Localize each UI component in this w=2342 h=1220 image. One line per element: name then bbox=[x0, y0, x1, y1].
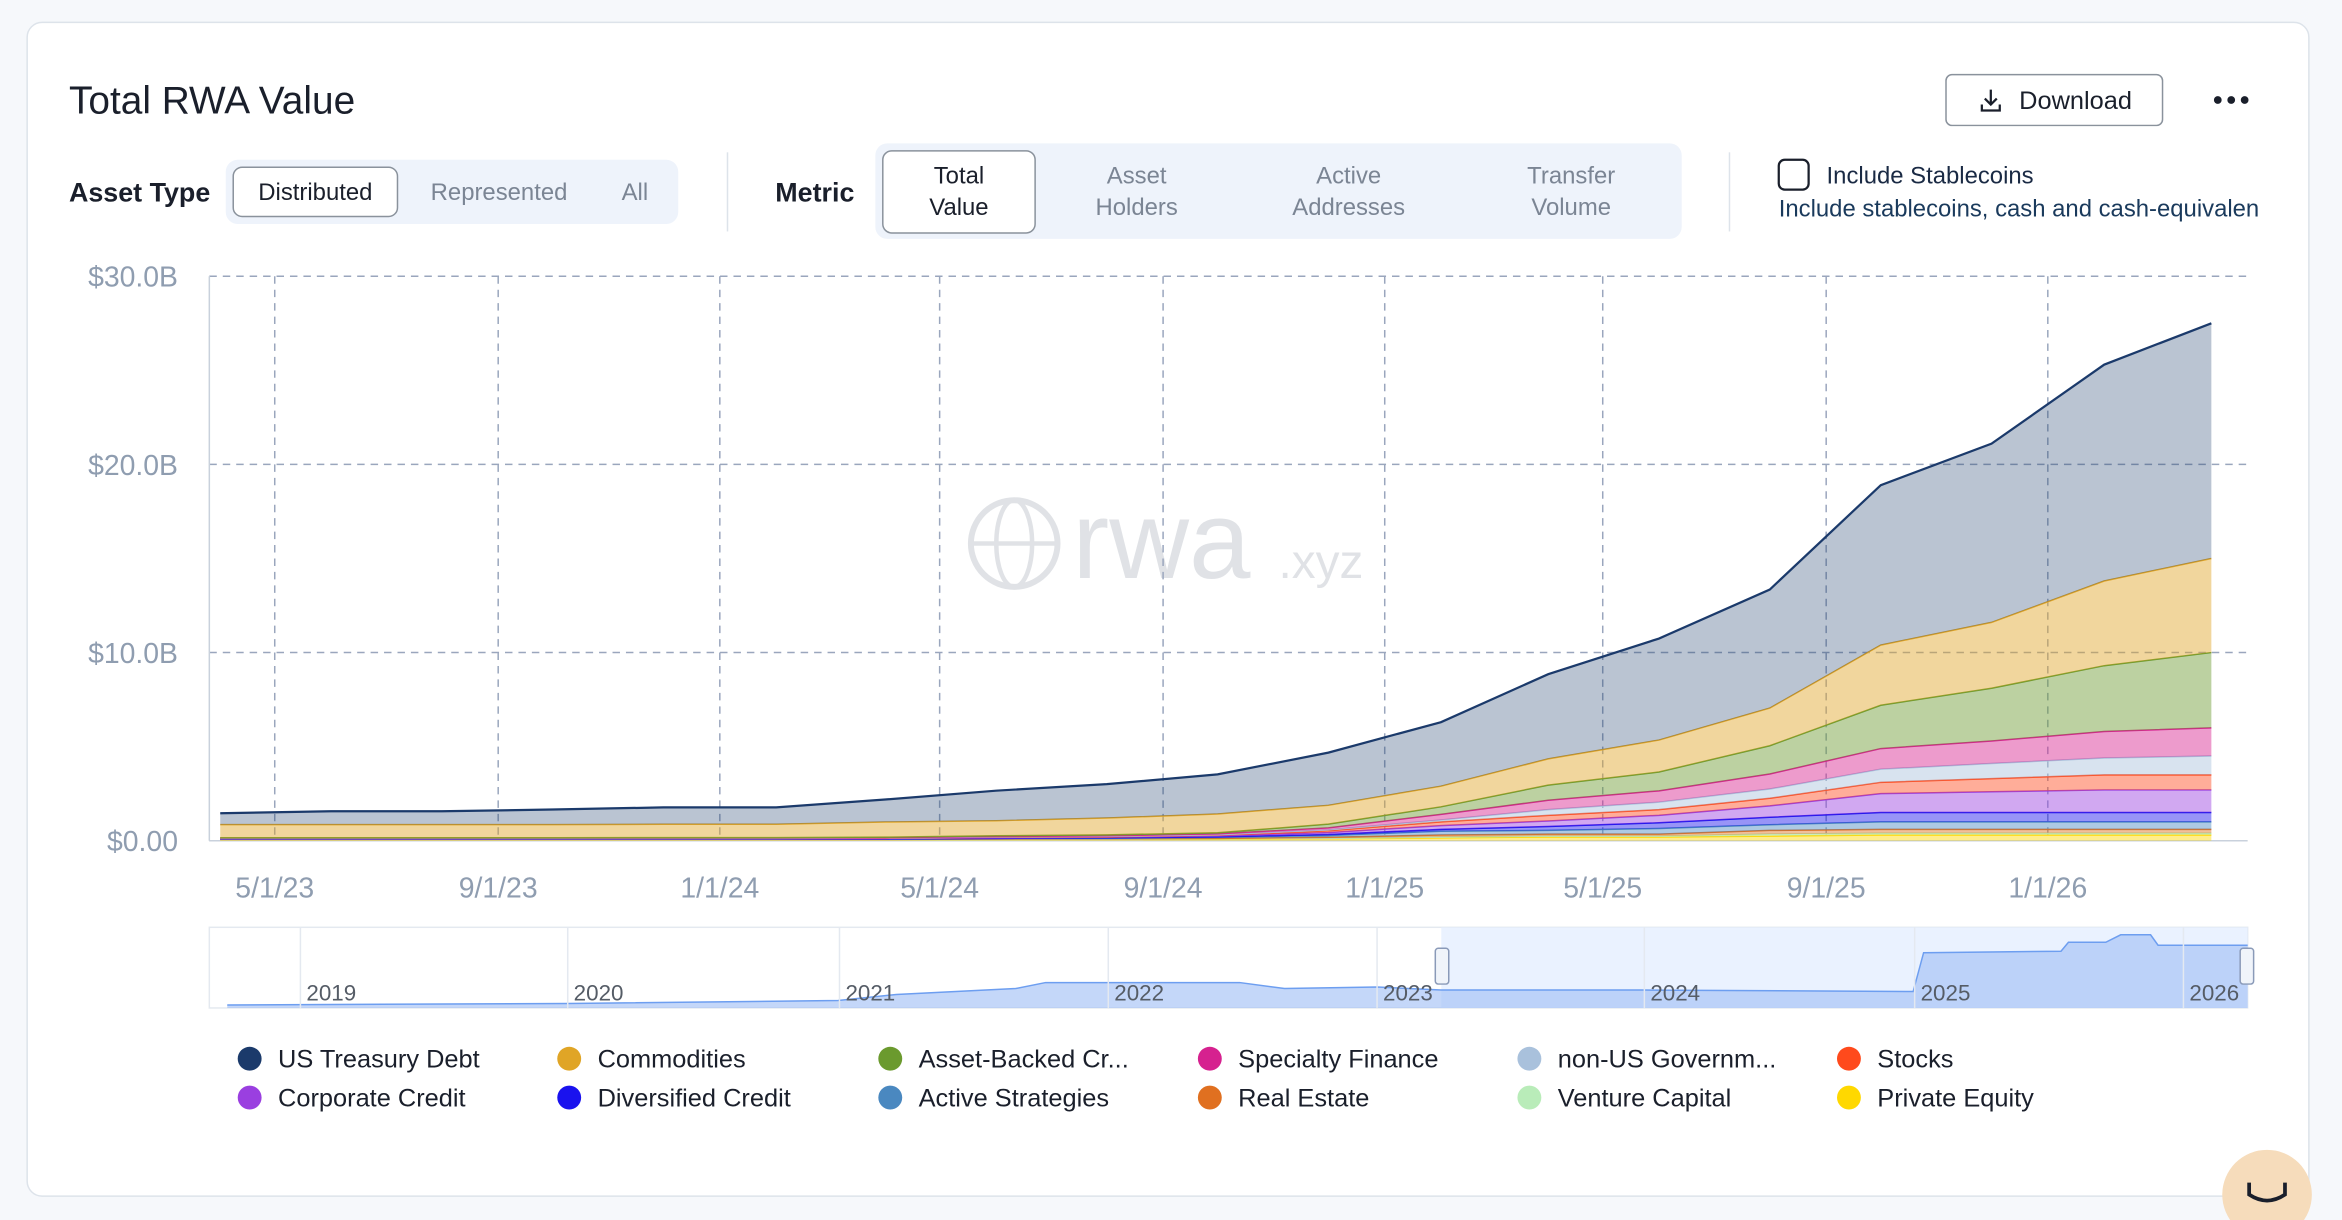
legend-swatch bbox=[237, 1046, 262, 1071]
chat-launcher[interactable] bbox=[2222, 1149, 2312, 1220]
area bbox=[220, 789, 2212, 840]
area-edge bbox=[220, 322, 2212, 815]
legend-label[interactable]: US Treasury Debt bbox=[278, 1046, 480, 1074]
legend-swatch bbox=[557, 1046, 582, 1071]
stablecoin-note: Include stablecoins, cash and cash-equiv… bbox=[1779, 196, 2259, 223]
navigator-year: 2022 bbox=[1114, 980, 1164, 1005]
x-tick-label: 1/1/24 bbox=[680, 872, 759, 904]
legend-label[interactable]: Asset-Backed Cr... bbox=[919, 1046, 1129, 1074]
chat-icon bbox=[2247, 1182, 2287, 1203]
area-edge bbox=[220, 557, 2212, 826]
legend-swatch bbox=[237, 1085, 262, 1110]
card bbox=[26, 21, 2310, 1197]
legend-label[interactable]: Commodities bbox=[598, 1046, 746, 1074]
legend-label[interactable]: Venture Capital bbox=[1558, 1085, 1732, 1113]
navigator-year: 2026 bbox=[2189, 980, 2239, 1005]
metric-option: Active bbox=[1316, 163, 1381, 190]
watermark-main: rwa bbox=[1072, 479, 1251, 602]
legend-swatch bbox=[1517, 1046, 1542, 1071]
y-tick-label: $20.0B bbox=[88, 450, 178, 482]
legend-swatch bbox=[878, 1046, 903, 1071]
title: Total RWA Value bbox=[69, 79, 355, 122]
area bbox=[220, 821, 2212, 840]
more-menu[interactable] bbox=[2213, 96, 2249, 104]
area bbox=[220, 835, 2212, 841]
area bbox=[220, 812, 2212, 840]
y-tick-label: $30.0B bbox=[88, 262, 178, 294]
y-tick-label: $0.00 bbox=[107, 826, 178, 858]
metric-option: Asset bbox=[1107, 163, 1167, 190]
x-tick-label: 5/1/23 bbox=[235, 872, 314, 904]
asset-type-selected[interactable] bbox=[232, 166, 399, 218]
navigator-year: 2019 bbox=[306, 980, 356, 1005]
metric-option: Transfer bbox=[1527, 163, 1615, 190]
navigator-year: 2021 bbox=[845, 980, 895, 1005]
legend-label[interactable]: Diversified Credit bbox=[598, 1085, 791, 1113]
x-tick-label: 9/1/24 bbox=[1124, 872, 1203, 904]
watermark-suffix: .xyz bbox=[1279, 536, 1364, 589]
area bbox=[220, 652, 2212, 839]
legend-label[interactable]: Real Estate bbox=[1238, 1085, 1369, 1113]
asset-type-option[interactable]: Represented bbox=[431, 179, 568, 206]
legend-label[interactable]: Active Strategies bbox=[919, 1085, 1109, 1113]
area bbox=[220, 558, 2212, 838]
x-tick-label: 1/1/25 bbox=[1345, 872, 1424, 904]
legend-label[interactable]: Corporate Credit bbox=[278, 1085, 466, 1113]
area bbox=[220, 774, 2212, 839]
x-tick-label: 5/1/25 bbox=[1563, 872, 1642, 904]
navigator-year: 2020 bbox=[574, 980, 624, 1005]
legend-label[interactable]: Specialty Finance bbox=[1238, 1046, 1438, 1074]
asset-type-option[interactable]: All bbox=[622, 179, 649, 206]
metric-option: Value bbox=[929, 194, 988, 221]
legend-swatch bbox=[878, 1085, 903, 1110]
metric-option: Holders bbox=[1096, 194, 1178, 221]
asset-type-option[interactable]: Distributed bbox=[258, 179, 372, 206]
download-label: Download bbox=[2019, 87, 2132, 115]
legend-swatch bbox=[1197, 1046, 1222, 1071]
legend-label[interactable]: Stocks bbox=[1877, 1046, 1953, 1074]
navigator-year: 2023 bbox=[1383, 980, 1433, 1005]
metric-selected[interactable] bbox=[882, 150, 1036, 234]
legend-swatch bbox=[1836, 1046, 1861, 1071]
watermark: rwa .xyz bbox=[967, 479, 1364, 602]
metric-option: Volume bbox=[1531, 194, 1611, 221]
legend-swatch bbox=[1836, 1085, 1861, 1110]
legend-label[interactable]: non-US Governm... bbox=[1558, 1046, 1777, 1074]
navigator-year: 2025 bbox=[1921, 980, 1971, 1005]
x-tick-label: 9/1/25 bbox=[1787, 872, 1866, 904]
metric-option: Total bbox=[934, 163, 984, 190]
download-button[interactable]: Download bbox=[1945, 73, 2164, 127]
area-edge bbox=[220, 651, 2212, 839]
metric-group bbox=[875, 143, 1682, 239]
navigator-year: 2024 bbox=[1650, 980, 1700, 1005]
stablecoin-checkbox[interactable] bbox=[1777, 158, 1810, 191]
asset-type-label: Asset Type bbox=[69, 178, 210, 208]
area bbox=[220, 829, 2212, 840]
metric-label: Metric bbox=[775, 178, 854, 208]
stablecoin-label: Include Stablecoins bbox=[1827, 163, 2034, 190]
legend-swatch bbox=[1517, 1085, 1542, 1110]
area bbox=[220, 756, 2212, 839]
legend-swatch bbox=[1197, 1085, 1222, 1110]
x-tick-label: 1/1/26 bbox=[2008, 872, 2087, 904]
x-tick-label: 5/1/24 bbox=[900, 872, 979, 904]
metric-option: Addresses bbox=[1292, 194, 1405, 221]
x-tick-label: 9/1/23 bbox=[459, 872, 538, 904]
area bbox=[220, 323, 2212, 825]
navigator: 2019 2020 2021 2022 2023 2024 2025 2026 bbox=[208, 926, 2255, 1009]
y-tick-label: $10.0B bbox=[88, 638, 178, 670]
legend-swatch bbox=[557, 1085, 582, 1110]
legend-label[interactable]: Private Equity bbox=[1877, 1085, 2034, 1113]
